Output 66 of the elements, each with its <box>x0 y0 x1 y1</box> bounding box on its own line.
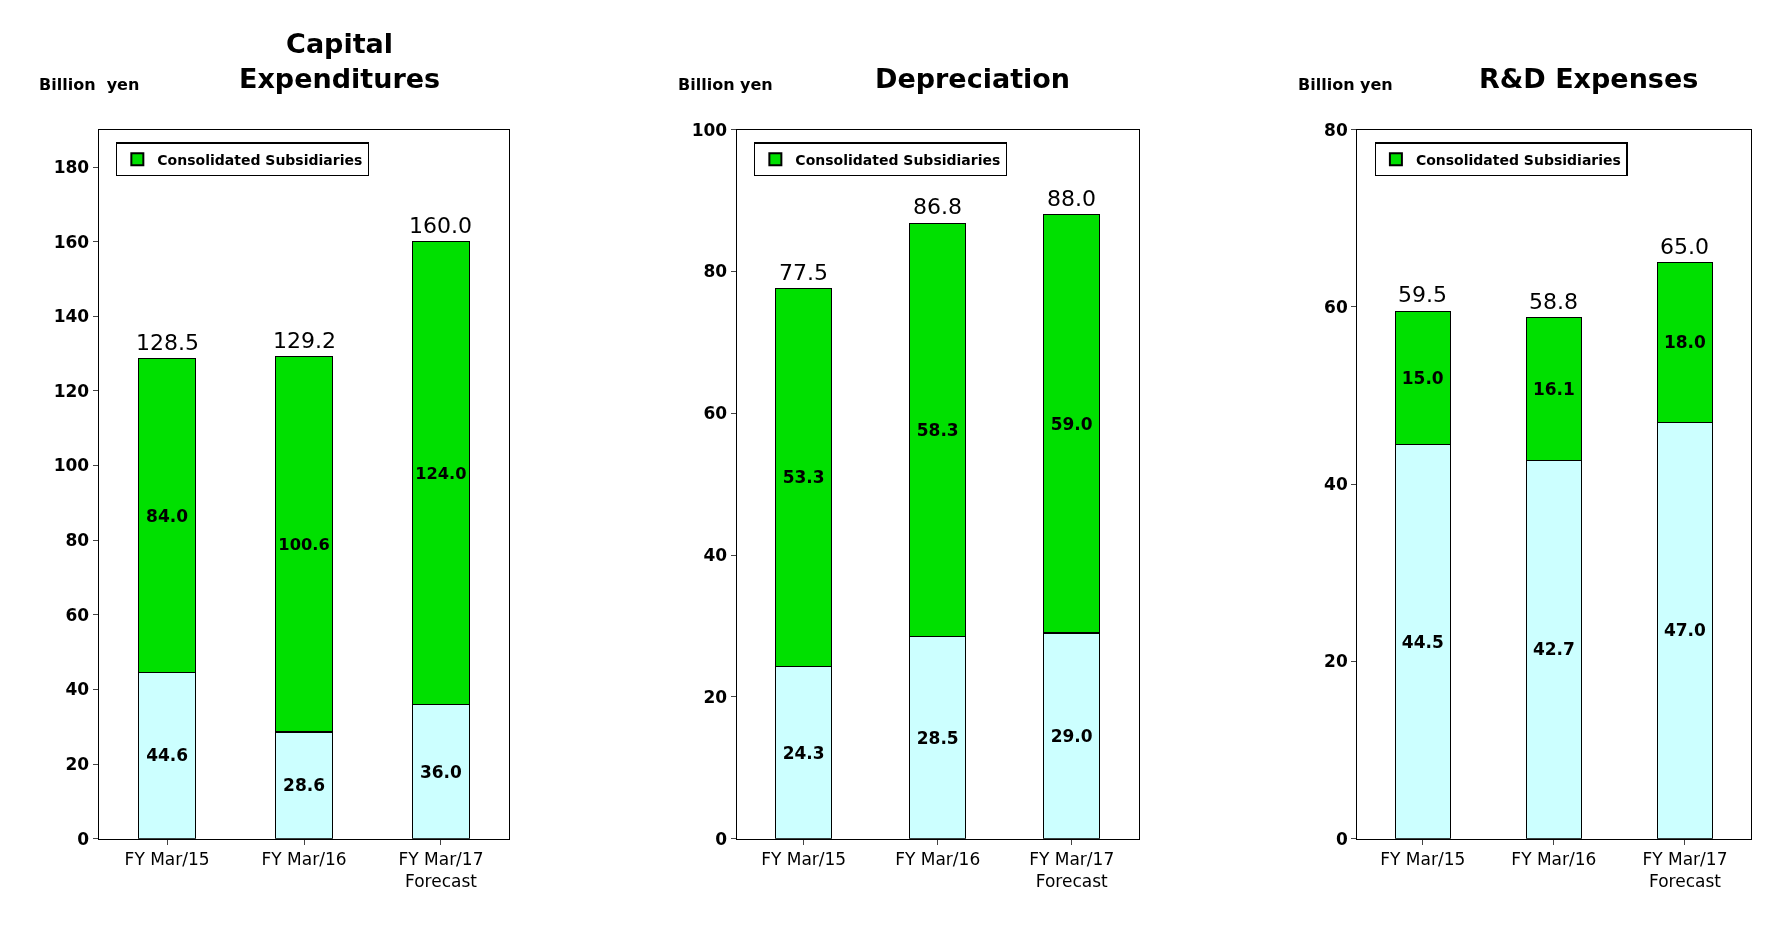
legend-label: Consolidated Subsidiaries <box>157 151 363 168</box>
data-label: 84.0 <box>146 505 189 526</box>
y-tick-label: 60 <box>1324 296 1348 317</box>
data-label: 29.0 <box>1050 725 1093 746</box>
y-tick-label: 100 <box>53 455 90 476</box>
x-tick-label: FY Mar/16 <box>1511 849 1597 870</box>
y-tick-label: 180 <box>53 156 90 177</box>
data-label: 18.0 <box>1663 332 1707 353</box>
chart-title: Depreciation <box>875 63 1071 94</box>
y-tick-label: 0 <box>1335 828 1348 849</box>
x-tick-label: FY Mar/15 <box>124 849 210 870</box>
data-label: 15.0 <box>1401 367 1444 388</box>
data-label: 59.0 <box>1050 413 1093 434</box>
chart-title: Capital Expenditures <box>239 28 441 95</box>
legend-label: Consolidated Subsidiaries <box>795 151 1001 168</box>
y-tick-label: 80 <box>65 530 90 551</box>
y-tick-label: 0 <box>77 828 90 849</box>
total-label: 129.2 <box>273 328 336 353</box>
y-tick-label: 120 <box>53 380 90 401</box>
y-tick-label: 80 <box>1324 119 1348 140</box>
x-tick-label: FY Mar/15 <box>1380 849 1466 870</box>
y-axis-title: Billion yen <box>39 75 140 94</box>
y-tick-label: 100 <box>691 119 728 140</box>
total-label: 86.8 <box>913 194 962 219</box>
chart-title: R&D Expenses <box>1479 63 1699 94</box>
total-label: 77.5 <box>779 260 828 285</box>
y-tick-label: 140 <box>53 306 90 327</box>
x-tick-label: FY Mar/15 <box>761 849 847 870</box>
y-tick-label: 160 <box>53 231 90 252</box>
total-label: 128.5 <box>136 330 199 355</box>
y-tick-label: 60 <box>703 403 728 424</box>
legend-label: Consolidated Subsidiaries <box>1415 151 1621 168</box>
total-label: 88.0 <box>1047 186 1096 211</box>
data-label: 124.0 <box>415 463 467 483</box>
total-label: 59.5 <box>1398 282 1447 307</box>
y-axis-title: Billion yen <box>1298 75 1393 94</box>
y-tick-label: 40 <box>703 545 728 566</box>
data-label: 53.3 <box>782 467 825 488</box>
data-label: 24.3 <box>782 742 825 763</box>
y-tick-label: 40 <box>65 679 90 700</box>
y-tick-label: 20 <box>1324 651 1348 672</box>
y-tick-label: 20 <box>65 754 90 774</box>
data-label: 100.6 <box>278 535 330 555</box>
data-label: 44.6 <box>146 745 189 766</box>
y-tick-label: 20 <box>703 686 728 707</box>
y-tick-label: 80 <box>703 261 728 282</box>
total-label: 58.8 <box>1529 289 1578 314</box>
y-tick-label: 60 <box>65 604 90 625</box>
y-axis-title: Billion yen <box>678 75 773 94</box>
x-tick-label: FY Mar/17 Forecast <box>1029 849 1115 892</box>
data-label: 58.3 <box>916 419 959 440</box>
x-tick-label: FY Mar/17 Forecast <box>398 849 484 892</box>
data-label: 28.5 <box>916 727 959 748</box>
data-label: 44.5 <box>1401 631 1444 652</box>
x-tick-label: FY Mar/16 <box>261 849 347 870</box>
data-label: 16.1 <box>1532 378 1575 399</box>
data-label: 28.6 <box>283 775 326 796</box>
y-tick-label: 0 <box>715 828 728 849</box>
x-tick-label: FY Mar/17 Forecast <box>1642 849 1728 892</box>
y-tick-label: 40 <box>1324 474 1348 495</box>
total-label: 65.0 <box>1660 234 1709 259</box>
total-label: 160.0 <box>409 213 472 238</box>
x-tick-label: FY Mar/16 <box>895 849 981 870</box>
data-label: 42.7 <box>1532 639 1575 660</box>
data-label: 36.0 <box>419 761 463 782</box>
data-label: 47.0 <box>1663 620 1707 641</box>
